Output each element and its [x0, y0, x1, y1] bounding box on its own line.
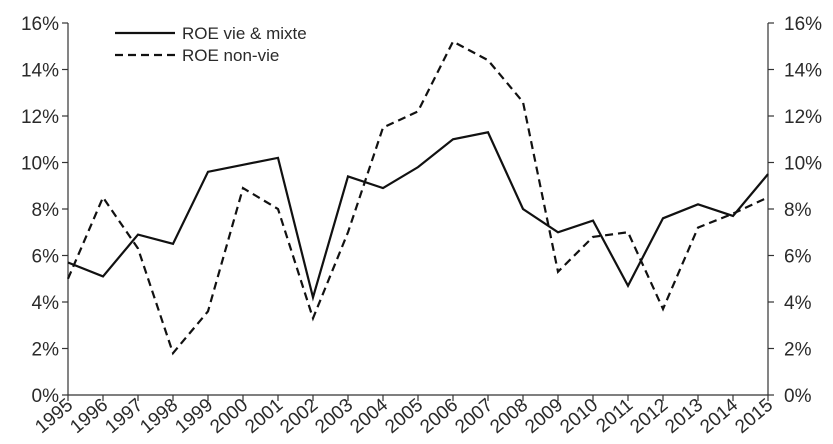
x-tick-label: 2014 — [696, 394, 742, 438]
y-tick-label: 14% — [21, 61, 59, 82]
y2-tick-label: 4% — [784, 293, 812, 314]
x-tick-label: 2004 — [346, 394, 392, 438]
y-tick-label: 4% — [32, 293, 60, 314]
x-tick-label: 2000 — [206, 395, 252, 438]
x-tick-label: 2010 — [556, 395, 602, 438]
legend-label: ROE non-vie — [182, 46, 279, 65]
x-tick-label: 1996 — [66, 395, 112, 438]
x-tick-label: 2012 — [626, 395, 672, 438]
y-tick-label: 16% — [21, 14, 59, 35]
series-line — [67, 131, 769, 302]
x-tick-label: 1999 — [171, 395, 217, 438]
y2-tick-label: 0% — [784, 386, 812, 407]
y2-tick-label: 14% — [784, 61, 822, 82]
x-tick-label: 2003 — [311, 395, 357, 438]
x-tick-label: 2015 — [731, 395, 777, 438]
x-tick-label: 2001 — [241, 395, 287, 438]
series-line — [66, 40, 769, 356]
y2-tick-label: 6% — [784, 247, 812, 268]
x-tick-label: 2009 — [521, 395, 567, 438]
x-tick-label: 1997 — [101, 395, 147, 438]
y2-tick-label: 16% — [784, 14, 822, 35]
x-tick-label: 2007 — [451, 395, 497, 438]
x-tick-label: 2005 — [381, 395, 427, 438]
x-tick-label: 2013 — [661, 395, 707, 438]
y-tick-label: 10% — [21, 154, 59, 175]
legend-label: ROE vie & mixte — [182, 24, 307, 43]
y-tick-label: 8% — [32, 200, 60, 221]
y-tick-label: 6% — [32, 247, 60, 268]
y2-tick-label: 2% — [784, 340, 812, 361]
x-tick-label: 2008 — [486, 395, 532, 438]
x-tick-label: 1998 — [136, 395, 182, 438]
y-tick-label: 2% — [32, 340, 60, 361]
y-tick-label: 12% — [21, 107, 59, 128]
y2-tick-label: 12% — [784, 107, 822, 128]
x-tick-label: 2002 — [276, 395, 322, 438]
y-tick-label: 0% — [32, 386, 60, 407]
x-tick-label: 2006 — [416, 395, 462, 438]
x-tick-label: 2011 — [592, 395, 637, 437]
y2-tick-label: 10% — [784, 154, 822, 175]
y2-tick-label: 8% — [784, 200, 812, 221]
